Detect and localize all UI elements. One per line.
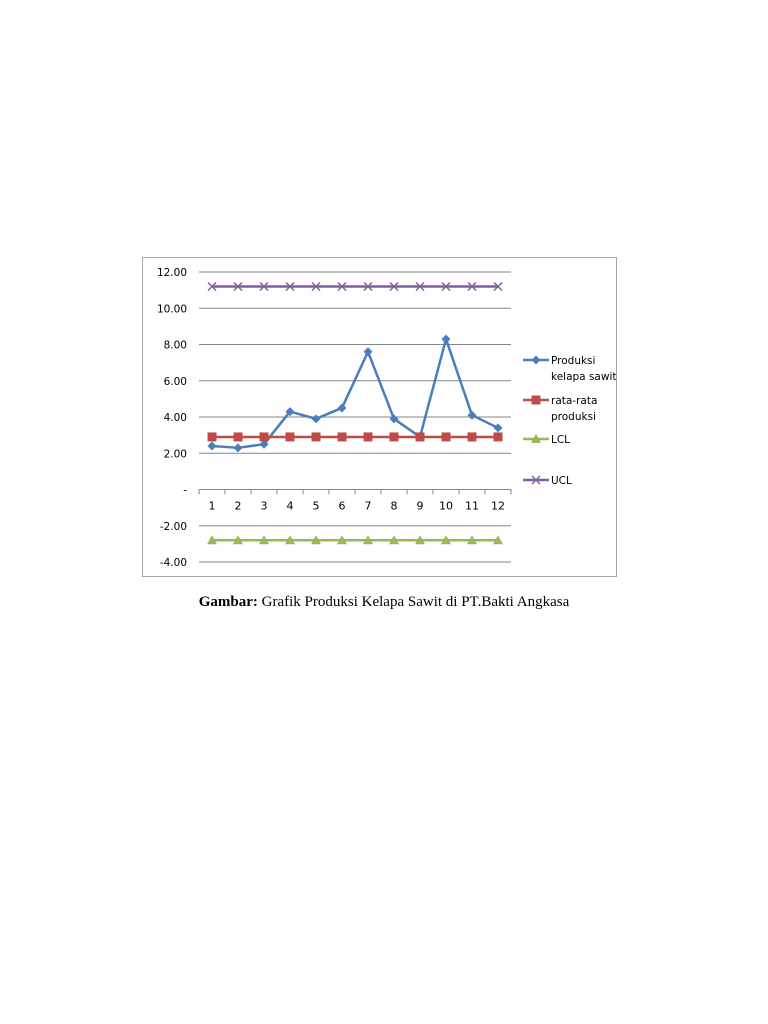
- data-point-rata-rata-produksi: [363, 432, 373, 442]
- x-tick-label: 10: [439, 500, 453, 513]
- data-point-rata-rata-produksi: [467, 432, 477, 442]
- data-point-produksi-kelapa-sawit: [337, 403, 347, 413]
- x-tick-label: 8: [391, 500, 398, 513]
- data-point-lcl: [337, 535, 347, 545]
- data-point-lcl: [233, 535, 243, 545]
- data-point-rata-rata-produksi: [285, 432, 295, 442]
- data-point-produksi-kelapa-sawit: [285, 407, 295, 417]
- data-point-produksi-kelapa-sawit: [467, 410, 477, 420]
- legend-marker-ucl: [531, 475, 541, 485]
- legend-marker-produksi-kelapa-sawit: [531, 355, 541, 365]
- data-point-ucl: [311, 281, 321, 292]
- data-point-ucl: [493, 281, 503, 292]
- data-point-ucl: [363, 281, 373, 292]
- legend-label-ucl: UCL: [551, 475, 572, 487]
- y-tick-label: 12.00: [157, 267, 187, 279]
- data-point-rata-rata-produksi: [415, 432, 425, 442]
- data-point-lcl: [441, 535, 451, 545]
- data-point-lcl: [311, 535, 321, 545]
- data-point-produksi-kelapa-sawit: [493, 423, 503, 433]
- data-point-ucl: [233, 281, 243, 292]
- y-tick-label: 2.00: [164, 448, 187, 460]
- y-tick-label: -: [183, 485, 187, 497]
- data-point-rata-rata-produksi: [311, 432, 321, 442]
- data-point-produksi-kelapa-sawit: [259, 439, 269, 449]
- y-tick-label: -2.00: [160, 521, 187, 533]
- legend-marker-lcl: [531, 434, 541, 443]
- y-tick-label: -4.00: [160, 557, 187, 569]
- data-point-lcl: [207, 535, 217, 545]
- data-point-ucl: [207, 281, 217, 292]
- data-point-produksi-kelapa-sawit: [363, 347, 373, 357]
- data-point-rata-rata-produksi: [389, 432, 399, 442]
- data-point-produksi-kelapa-sawit: [233, 443, 243, 453]
- data-point-ucl: [467, 281, 477, 292]
- data-point-ucl: [337, 281, 347, 292]
- x-tick-label: 3: [261, 500, 268, 513]
- caption-text: Grafik Produksi Kelapa Sawit di PT.Bakti…: [257, 594, 570, 610]
- y-tick-label: 6.00: [164, 376, 187, 388]
- y-tick-label: 8.00: [164, 340, 187, 352]
- data-point-produksi-kelapa-sawit: [311, 414, 321, 424]
- data-point-ucl: [389, 281, 399, 292]
- x-tick-label: 4: [287, 500, 294, 513]
- data-point-rata-rata-produksi: [207, 432, 217, 442]
- data-point-produksi-kelapa-sawit: [441, 334, 451, 344]
- x-tick-label: 9: [417, 500, 424, 513]
- legend-label-rata-rata-produksi: rata-rata produksi: [551, 395, 597, 423]
- data-point-rata-rata-produksi: [259, 432, 269, 442]
- data-point-produksi-kelapa-sawit: [207, 441, 217, 451]
- x-tick-label: 12: [491, 500, 505, 513]
- data-point-ucl: [259, 281, 269, 292]
- data-point-rata-rata-produksi: [337, 432, 347, 442]
- x-tick-label: 5: [313, 500, 320, 513]
- y-tick-label: 4.00: [164, 412, 187, 424]
- data-point-ucl: [415, 281, 425, 292]
- legend-label-produksi-kelapa-sawit: Produksi kelapa sawit: [551, 355, 616, 383]
- legend-marker-rata-rata-produksi: [531, 395, 541, 405]
- data-point-lcl: [467, 535, 477, 545]
- chart-frame: 12.00 10.00 8.00 6.00 4.00 2.00- -2.00 -4.00 1 2 3…: [142, 257, 617, 577]
- data-point-lcl: [415, 535, 425, 545]
- caption-label: Gambar:: [198, 594, 258, 610]
- data-point-ucl: [441, 281, 451, 292]
- data-point-lcl: [259, 535, 269, 545]
- x-tick-label: 7: [365, 500, 372, 513]
- x-tick-label: 1: [209, 500, 216, 513]
- data-point-produksi-kelapa-sawit: [389, 414, 399, 424]
- figure-caption: Gambar: Grafik Produksi Kelapa Sawit di …: [0, 594, 768, 611]
- x-tick-label: 6: [339, 500, 346, 513]
- data-point-rata-rata-produksi: [233, 432, 243, 442]
- data-point-lcl: [363, 535, 373, 545]
- data-point-ucl: [285, 281, 295, 292]
- data-point-lcl: [493, 535, 503, 545]
- x-tick-label: 11: [465, 500, 479, 513]
- data-point-lcl: [389, 535, 399, 545]
- legend-label-lcl: LCL: [551, 434, 570, 446]
- data-point-rata-rata-produksi: [493, 432, 503, 442]
- y-tick-label: 10.00: [157, 303, 187, 315]
- series-line-produksi-kelapa-sawit: [211, 337, 499, 450]
- x-tick-label: 2: [235, 500, 242, 513]
- data-point-lcl: [285, 535, 295, 545]
- data-point-rata-rata-produksi: [441, 432, 451, 442]
